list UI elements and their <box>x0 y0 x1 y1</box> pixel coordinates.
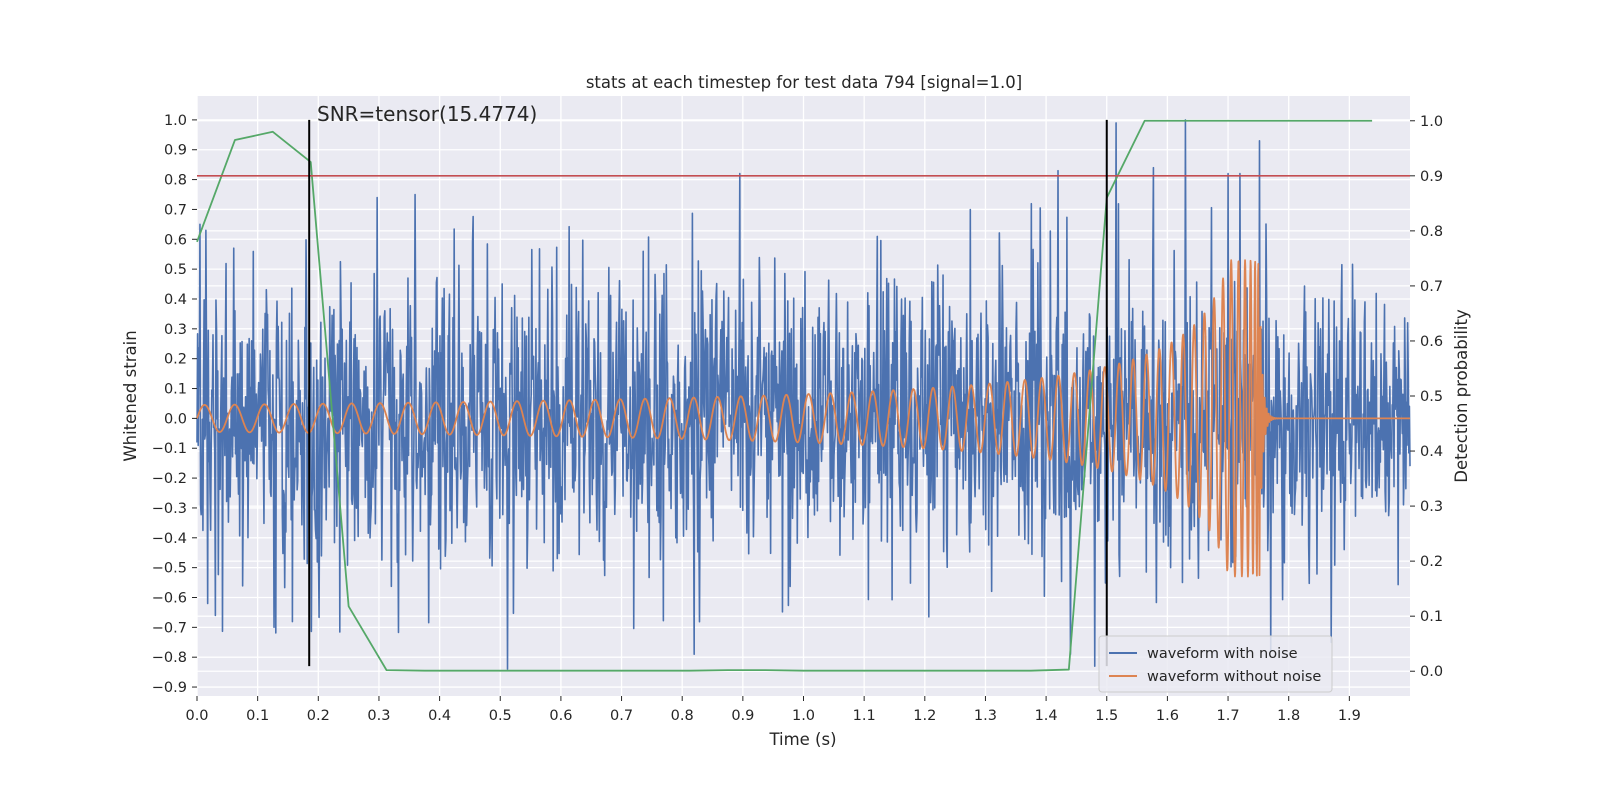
series-layer <box>196 119 1411 672</box>
x-tick-label: 0.8 <box>671 708 694 724</box>
series-waveform-without-noise <box>196 259 1411 578</box>
y2-tick-label: 0.0 <box>1420 664 1443 680</box>
x-tick-label: 1.3 <box>974 708 997 724</box>
y2-tick-label: 0.1 <box>1420 609 1443 625</box>
x-tick-label: 1.8 <box>1277 708 1300 724</box>
y-tick-label: 0.9 <box>164 143 187 159</box>
chart-title: stats at each timestep for test data 794… <box>586 73 1022 92</box>
x-tick-label: 0.6 <box>549 708 572 724</box>
x-tick-label: 1.9 <box>1338 708 1361 724</box>
x-tick-label: 1.0 <box>792 708 815 724</box>
y-tick-label: 0.8 <box>164 173 187 189</box>
y2-tick-label: 0.3 <box>1420 499 1443 515</box>
snr-annotation: SNR=tensor(15.4774) <box>317 102 537 126</box>
x-tick-label: 0.7 <box>610 708 633 724</box>
y-axis-label: Whitened strain <box>121 330 140 461</box>
x-tick-label: 1.5 <box>1095 708 1118 724</box>
y-tick-label: −0.4 <box>152 531 187 547</box>
x-tick-label: 0.9 <box>731 708 754 724</box>
y-tick-label: 0.0 <box>164 411 187 427</box>
legend-label: waveform with noise <box>1147 646 1298 662</box>
y-tick-label: −0.7 <box>152 620 187 636</box>
y-tick-label: −0.2 <box>152 471 187 487</box>
reference-lines <box>197 119 1410 667</box>
y-tick-label: 0.7 <box>164 202 187 218</box>
legend-label: waveform without noise <box>1147 669 1321 685</box>
x-tick-label: 0.2 <box>307 708 330 724</box>
y-tick-label: 0.4 <box>164 292 187 308</box>
y2-axis-label: Detection probability <box>1452 309 1471 483</box>
x-tick-label: 0.0 <box>185 708 208 724</box>
x-tick-label: 1.4 <box>1035 708 1058 724</box>
y-tick-label: −0.6 <box>152 590 187 606</box>
y2-tick-label: 0.5 <box>1420 389 1443 405</box>
y2-tick-label: 0.9 <box>1420 169 1443 185</box>
x-tick-label: 0.3 <box>367 708 390 724</box>
x-tick-label: 1.2 <box>913 708 936 724</box>
x-tick-label: 1.6 <box>1156 708 1179 724</box>
series-detection-probability <box>196 119 1373 672</box>
y2-tick-label: 0.7 <box>1420 279 1443 295</box>
x-tick-label: 0.5 <box>489 708 512 724</box>
legend-box <box>1098 635 1333 693</box>
x-tick-label: 1.7 <box>1217 708 1240 724</box>
y-tick-label: −0.1 <box>152 441 187 457</box>
y-tick-label: −0.3 <box>152 501 187 517</box>
y2-tick-label: 1.0 <box>1420 114 1443 130</box>
y-tick-label: −0.8 <box>152 650 187 666</box>
y-tick-label: −0.9 <box>152 680 187 696</box>
y-axis-left: 1.0 0.9 0.8 0.7 0.6 0.5 0.4 0.3 0.2 0.1 0.0 −0.1 −0.… <box>152 113 197 696</box>
y-tick-label: 1.0 <box>164 113 187 129</box>
y2-tick-label: 0.2 <box>1420 554 1443 570</box>
y-tick-label: 0.2 <box>164 352 187 368</box>
x-tick-label: 1.1 <box>853 708 876 724</box>
y-axis-right: 1.0 0.9 0.8 0.7 0.6 0.5 0.4 0.3 0.2 0.1 0.0 <box>1410 114 1443 680</box>
x-axis-label: Time (s) <box>768 730 836 749</box>
legend: waveform with noise waveform without nois… <box>1098 635 1333 693</box>
x-tick-label: 0.4 <box>428 708 451 724</box>
y2-tick-label: 0.8 <box>1420 224 1443 240</box>
x-tick-label: 0.1 <box>246 708 269 724</box>
y2-tick-label: 0.6 <box>1420 334 1443 350</box>
y-tick-label: 0.3 <box>164 322 187 338</box>
y-tick-label: −0.5 <box>152 561 187 577</box>
y-tick-label: 0.5 <box>164 262 187 278</box>
y-tick-label: 0.1 <box>164 382 187 398</box>
x-axis: 0.0 0.1 0.2 0.3 0.4 0.5 0.6 0.7 0.8 0.9 1.0 1.1 1.2 1… <box>185 696 1361 724</box>
y2-tick-label: 0.4 <box>1420 444 1443 460</box>
y-tick-label: 0.6 <box>164 232 187 248</box>
